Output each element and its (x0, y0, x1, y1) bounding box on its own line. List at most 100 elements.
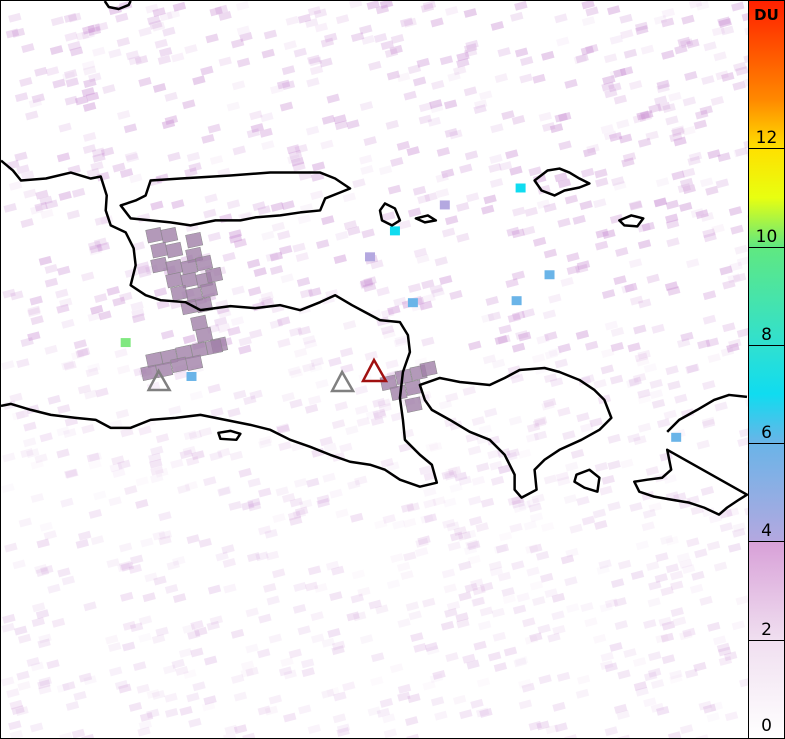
so2-pixel (85, 91, 100, 102)
so2-pixel (466, 659, 480, 670)
so2-pixel (660, 586, 674, 597)
so2-pixel (1, 360, 15, 371)
so2-pixel (558, 140, 572, 151)
so2-pixel (361, 35, 375, 45)
so2-pixel (575, 688, 590, 699)
so2-pixel (635, 25, 649, 36)
so2-pixel (82, 132, 97, 142)
so2-pixel (37, 638, 51, 649)
so2-pixel (464, 150, 479, 161)
so2-pixel (650, 702, 665, 713)
so2-pixel (124, 268, 138, 278)
so2-pixel (630, 570, 645, 580)
so2-pixel (258, 435, 273, 446)
so2-pixel (602, 75, 616, 85)
so2-pixel (258, 438, 272, 449)
so2-pixel (441, 568, 456, 579)
so2-pixel (653, 14, 668, 25)
so2-pixel (536, 199, 551, 210)
so2-pixel (166, 560, 180, 571)
so2-pixel (564, 78, 578, 89)
so2-pixel (544, 349, 559, 360)
so2-pixel (601, 289, 616, 299)
so2-pixel (544, 331, 558, 342)
so2-pixel (596, 564, 610, 575)
so2-pixel (192, 681, 206, 692)
so2-pixel (566, 252, 580, 263)
so2-pixel (56, 683, 71, 693)
so2-pixel (410, 632, 424, 643)
so2-pixel (227, 407, 241, 418)
so2-pixel (528, 720, 542, 731)
so2-pixel (679, 177, 694, 188)
so2-pixel (671, 127, 685, 137)
so2-pixel (373, 410, 387, 421)
so2-pixel (569, 523, 583, 534)
so2-pixel (408, 610, 422, 621)
so2-pixel (465, 192, 480, 203)
so2-pixel (554, 13, 568, 24)
so2-pixel (218, 56, 232, 67)
so2-pixel (155, 467, 169, 478)
so2-pixel (152, 82, 167, 93)
so2-pixel (406, 146, 420, 156)
so2-pixel (294, 143, 308, 154)
so2-pixel (198, 427, 213, 437)
so2-pixel (231, 285, 245, 296)
so2-pixel (600, 660, 614, 671)
so2-pixel (462, 529, 477, 540)
so2-plume-cell (419, 360, 438, 377)
so2-pixel (554, 172, 568, 183)
so2-pixel (689, 583, 704, 594)
so2-pixel (342, 320, 357, 331)
so2-pixel (9, 392, 23, 403)
so2-pixel (513, 657, 527, 668)
so2-pixel (421, 336, 435, 347)
so2-pixel (452, 694, 467, 705)
so2-pixel (56, 448, 70, 459)
so2-pixel (313, 8, 328, 19)
so2-pixel (333, 691, 347, 702)
so2-pixel (714, 401, 728, 412)
so2-pixel (719, 265, 733, 276)
colorbar-tick (749, 246, 784, 248)
so2-pixel (310, 171, 325, 182)
so2-pixel (147, 15, 161, 25)
so2-pixel (531, 353, 546, 364)
so2-pixel (15, 706, 29, 716)
so2-pixel (191, 450, 205, 461)
so2-pixel (236, 25, 251, 36)
so2-pixel (731, 1, 745, 12)
so2-pixel (525, 432, 540, 443)
so2-pixel (725, 507, 740, 518)
so2-pixel (73, 339, 87, 350)
so2-pixel (98, 310, 112, 321)
so2-pixel (389, 663, 404, 674)
so2-pixel (82, 24, 96, 35)
so2-pixel (739, 677, 748, 688)
so2-pixel (342, 681, 356, 692)
so2-pixel (331, 565, 345, 576)
so2-pixel (148, 452, 162, 463)
so2-pixel (560, 554, 575, 565)
so2-pixel (497, 464, 512, 475)
so2-pixel (359, 154, 373, 165)
so2-pixel (28, 98, 43, 108)
so2-pixel (701, 507, 716, 518)
so2-pixel (332, 713, 347, 724)
so2-pixel (205, 33, 219, 44)
so2-pixel (637, 222, 651, 233)
colorbar: DU 0 2 4 6 8 10 12 (748, 0, 785, 739)
so2-pixel (580, 167, 595, 178)
so2-pixel (221, 544, 235, 555)
so2-pixel (304, 403, 319, 414)
so2-pixel (636, 356, 650, 367)
so2-pixel (463, 8, 477, 18)
so2-pixel (8, 720, 22, 731)
so2-pixel (363, 276, 377, 287)
so2-pixel (179, 705, 193, 716)
so2-pixel (269, 319, 284, 329)
so2-pixel (449, 531, 464, 542)
so2-pixel (428, 442, 443, 452)
so2-pixel (276, 316, 291, 327)
